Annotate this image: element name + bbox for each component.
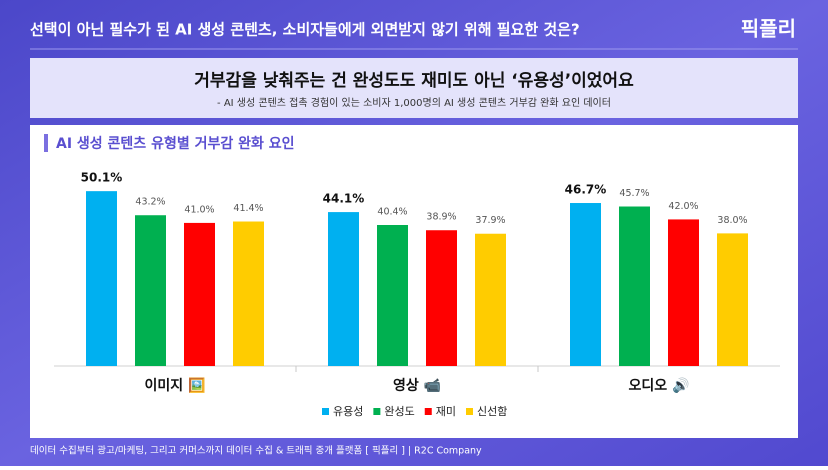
bar	[475, 233, 506, 366]
bar	[233, 221, 264, 366]
legend-swatch	[466, 408, 473, 415]
bar	[619, 206, 650, 366]
value-label: 38.0%	[717, 215, 747, 226]
banner	[30, 58, 798, 118]
bar	[668, 219, 699, 366]
legend-label: 유용성	[333, 405, 363, 418]
logo: 픽플리	[741, 17, 796, 41]
value-label: 46.7%	[565, 183, 607, 197]
bar	[86, 191, 117, 366]
bar	[570, 203, 601, 366]
chart-title: AI 생성 콘텐츠 유형별 거부감 완화 요인	[56, 135, 295, 152]
footer: 데이터 수집부터 광고/마케팅, 그리고 커머스까지 데이터 수집 & 트래픽 …	[30, 445, 482, 457]
bar	[135, 215, 166, 366]
legend-label: 완성도	[384, 405, 414, 418]
legend-swatch	[322, 408, 329, 415]
bar	[328, 212, 359, 366]
bar	[717, 233, 748, 366]
value-label: 38.9%	[426, 212, 456, 223]
x-tick-label: 이미지 🖼️	[145, 377, 206, 394]
legend-label: 재미	[436, 405, 456, 418]
value-label: 43.2%	[135, 197, 165, 208]
value-label: 41.0%	[184, 204, 214, 215]
value-label: 50.1%	[81, 171, 123, 185]
legend-label: 신선함	[477, 405, 507, 418]
legend-swatch	[424, 408, 432, 415]
legend-swatch	[373, 408, 381, 415]
headline: 거부감을 낮춰주는 건 완성도도 재미도 아닌 ‘유용성’이었어요	[194, 70, 634, 91]
page-title: 선택이 아닌 필수가 된 AI 생성 콘텐츠, 소비자들에게 외면받지 않기 위…	[30, 21, 580, 39]
value-label: 40.4%	[377, 207, 407, 218]
bar	[426, 230, 457, 366]
value-label: 41.4%	[233, 203, 263, 214]
value-label: 42.0%	[668, 201, 698, 212]
subtitle: - AI 생성 콘텐츠 접촉 경험이 있는 소비자 1,000명의 AI 생성 …	[217, 96, 611, 109]
value-label: 37.9%	[475, 215, 505, 226]
value-label: 44.1%	[323, 192, 365, 206]
bar	[377, 225, 408, 366]
x-tick-label: 영상 📹	[393, 377, 441, 394]
x-tick-label: 오디오 🔊	[629, 376, 690, 394]
bar	[184, 222, 215, 366]
section-marker	[44, 134, 48, 152]
value-label: 45.7%	[619, 188, 649, 199]
